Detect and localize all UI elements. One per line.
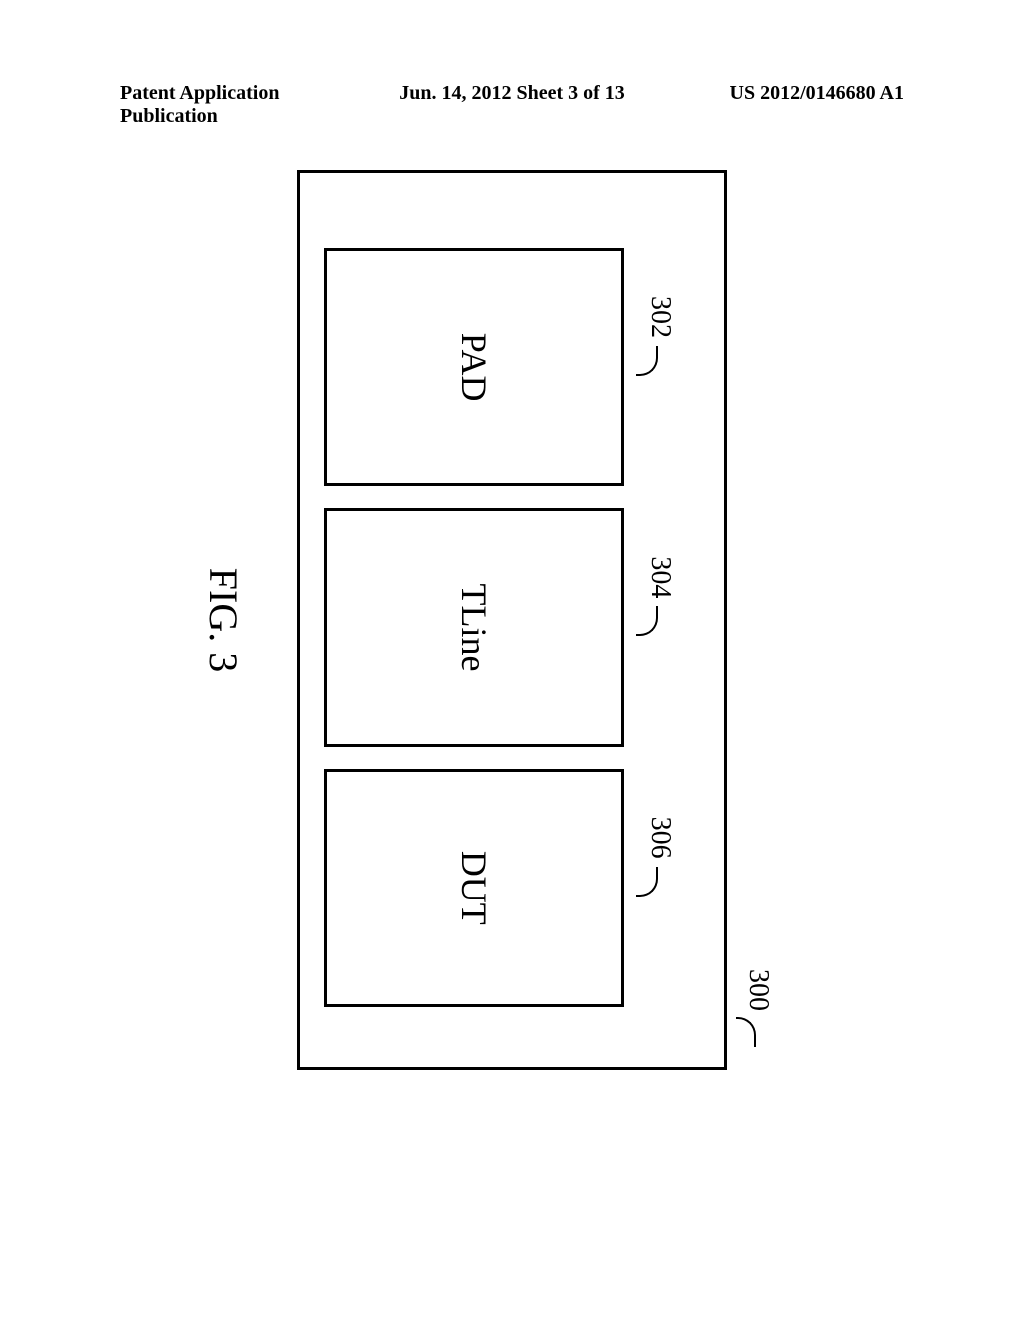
- header-left-text: Patent Application Publication: [120, 82, 381, 128]
- header-right-text: US 2012/0146680 A1: [643, 82, 904, 128]
- ref-group-304: 304: [644, 556, 676, 636]
- leader-curve-icon: [736, 1017, 756, 1047]
- page-header: Patent Application Publication Jun. 14, …: [0, 82, 1024, 128]
- ref-number-302: 302: [644, 296, 676, 338]
- blocks-row: 302 PAD 304 TLine 306 DUT: [324, 248, 624, 1007]
- block-label-pad: PAD: [453, 333, 495, 402]
- main-ref-number: 300: [742, 969, 774, 1011]
- block-label-dut: DUT: [453, 851, 495, 925]
- ref-number-306: 306: [644, 817, 676, 859]
- ref-group-302: 302: [644, 296, 676, 376]
- leader-curve-icon: [636, 346, 658, 376]
- figure-label: FIG. 3: [200, 568, 247, 672]
- ref-number-304: 304: [644, 556, 676, 598]
- leader-curve-icon: [636, 867, 658, 897]
- block-label-tline: TLine: [453, 584, 495, 672]
- ref-group-306: 306: [644, 817, 676, 897]
- diagram-wrapper: 300 302 PAD 304 TLine 306: [200, 170, 824, 1070]
- block-dut: 306 DUT: [324, 769, 624, 1007]
- header-center-text: Jun. 14, 2012 Sheet 3 of 13: [381, 82, 642, 128]
- diagram-outer-box: 300 302 PAD 304 TLine 306: [297, 170, 727, 1070]
- block-tline: 304 TLine: [324, 508, 624, 746]
- leader-curve-icon: [636, 606, 658, 636]
- main-reference-label: 300: [742, 969, 774, 1047]
- block-pad: 302 PAD: [324, 248, 624, 486]
